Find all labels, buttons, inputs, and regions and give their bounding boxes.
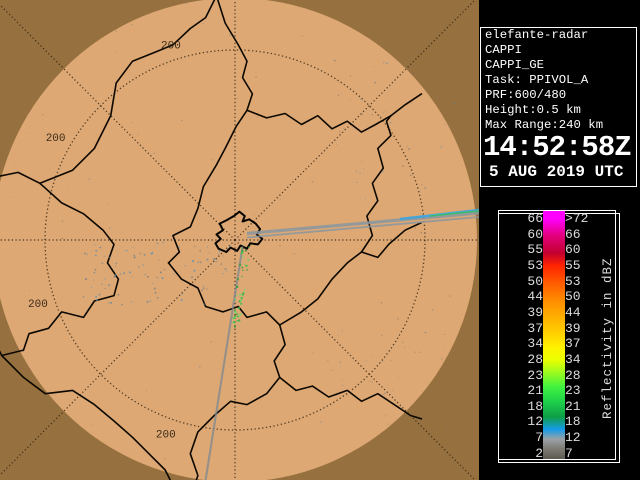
svg-text:200: 200 [156,430,176,442]
svg-text:200: 200 [46,133,66,145]
svg-text:200: 200 [28,299,48,311]
svg-text:200: 200 [161,41,181,53]
